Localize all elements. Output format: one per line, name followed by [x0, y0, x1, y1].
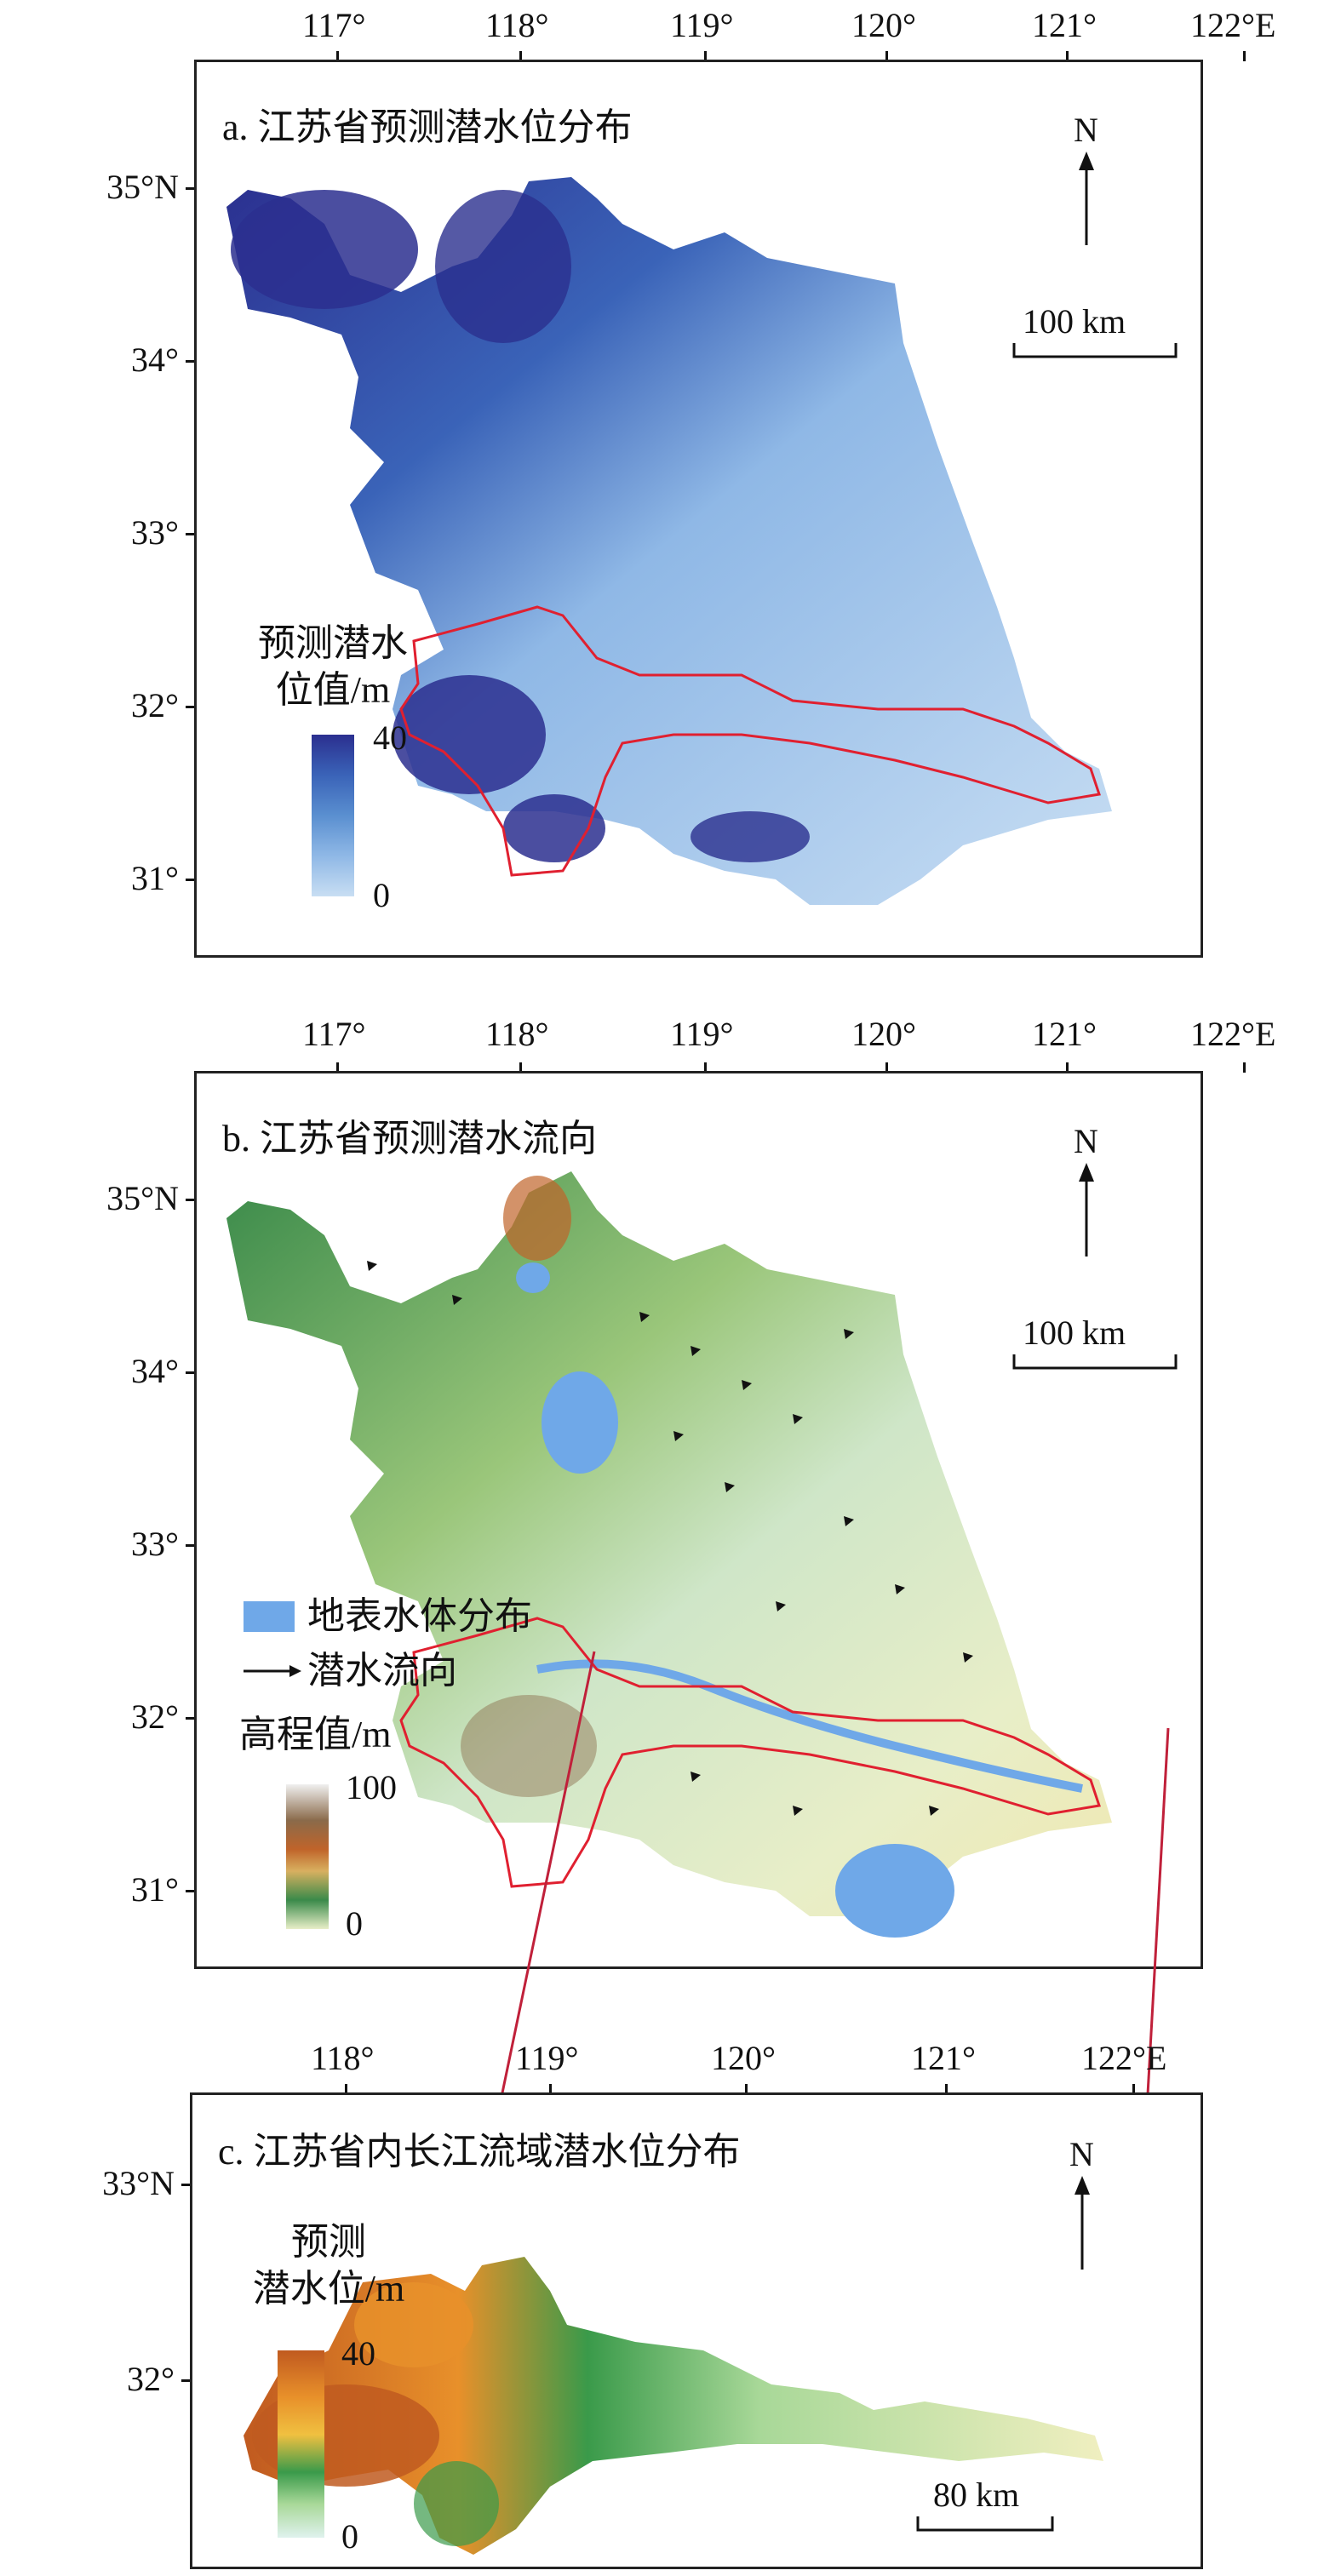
north-label: N: [1069, 2135, 1094, 2173]
lon-tick-label: 119°: [670, 6, 734, 44]
north-arrow-icon: [1079, 152, 1094, 245]
elevation-max: 100: [346, 1768, 397, 1806]
legend-max: 40: [373, 718, 407, 757]
scale-label: 80 km: [933, 2476, 1020, 2514]
lon-tick-label: 122°E: [1190, 6, 1276, 44]
lat-tick-label: 33°: [131, 513, 179, 552]
highland-zone: [461, 1695, 597, 1797]
lon-tick-label: 119°: [515, 2039, 579, 2077]
lon-tick-label: 118°: [311, 2039, 375, 2077]
lon-tick-label: 120°: [851, 6, 916, 44]
high-level-zone: [354, 2282, 473, 2367]
legend-min: 0: [373, 876, 390, 914]
flow-arrow-legend-icon: [244, 1665, 301, 1677]
lon-tick-label: 121°: [1032, 1015, 1097, 1053]
map-title: a. 江苏省预测潜水位分布: [222, 106, 633, 148]
lat-tick-label: 33°N: [102, 2164, 175, 2202]
map-title: b. 江苏省预测潜水流向: [222, 1118, 597, 1159]
low-level-zone: [435, 190, 571, 343]
scale-label: 100 km: [1023, 302, 1126, 341]
lon-tick-label: 121°: [1032, 6, 1097, 44]
north-arrow-icon: [1075, 2176, 1090, 2270]
flow-arrows: [367, 1261, 973, 1816]
yangtze-basin-boundary: [399, 605, 1101, 877]
lake-water-icon: [542, 1371, 618, 1474]
legend-title: 预测 潜水位/m: [252, 2221, 405, 2310]
map-frame-c: c. 江苏省内长江流域潜水位分布 N 80 km: [190, 2092, 1203, 2569]
legend-title: 预测潜水 位值/m: [258, 622, 408, 711]
north-label: N: [1074, 1122, 1098, 1160]
elevation-legend-title: 高程值/m: [239, 1714, 392, 1755]
lat-tick-label: 34°: [131, 1352, 179, 1390]
lon-tick-label: 120°: [711, 2039, 776, 2077]
high-level-zone: [414, 2461, 499, 2546]
lon-tick-label: 121°: [911, 2039, 976, 2077]
map-frame-b: b. 江苏省预测潜水流向: [194, 1071, 1203, 1969]
lat-tick-label: 31°: [131, 1870, 179, 1909]
lon-tick-label: 122°E: [1081, 2039, 1167, 2077]
lon-tick-label: 120°: [851, 1015, 916, 1053]
elevation-min: 0: [346, 1904, 363, 1943]
scale-bar: [916, 2516, 1054, 2532]
lake-water-icon: [516, 1262, 550, 1293]
lat-tick-label: 32°: [131, 1697, 179, 1736]
lon-tick-label: 118°: [485, 6, 549, 44]
scale-label: 100 km: [1023, 1314, 1126, 1352]
lat-tick-label: 32°: [127, 2360, 175, 2398]
lat-tick-label: 35°N: [106, 168, 179, 206]
lon-tick-label: 117°: [302, 1015, 366, 1053]
legend-colorbar: [312, 735, 354, 896]
scale-bar: [1012, 1354, 1178, 1370]
flow-legend-label: 潜水流向: [307, 1650, 457, 1692]
lon-tick-label: 117°: [302, 6, 366, 44]
jiangsu-province-shape: [226, 1171, 1112, 1916]
lat-tick-label: 33°: [131, 1525, 179, 1563]
lat-tick-label: 34°: [131, 341, 179, 379]
low-level-zone: [503, 794, 605, 862]
lon-tick-label: 118°: [485, 1015, 549, 1053]
lake-water-icon: [835, 1844, 954, 1938]
low-level-zone: [393, 675, 546, 794]
lat-tick-label: 32°: [131, 686, 179, 724]
water-legend-label: 地表水体分布: [307, 1595, 532, 1637]
low-level-zone: [691, 811, 810, 862]
jiangsu-groundwater-map: [226, 177, 1112, 905]
elevation-colorbar: [286, 1784, 329, 1929]
map-frame-a: a. 江苏省预测潜水位分布 N 100: [194, 60, 1203, 958]
legend-colorbar: [278, 2350, 324, 2538]
jiangsu-flow-map: [226, 1171, 1112, 1938]
scale-bar: [1012, 343, 1178, 358]
lon-tick-label: 119°: [670, 1015, 734, 1053]
north-label: N: [1074, 111, 1098, 149]
legend-min: 0: [341, 2517, 358, 2556]
highland-zone: [503, 1176, 571, 1261]
legend-max: 40: [341, 2334, 375, 2373]
low-level-zone: [231, 190, 418, 309]
map-title: c. 江苏省内长江流域潜水位分布: [218, 2131, 741, 2172]
lat-tick-label: 35°N: [106, 1179, 179, 1217]
lon-tick-label: 122°E: [1190, 1015, 1276, 1053]
water-swatch: [244, 1601, 295, 1632]
yangtze-river: [536, 1659, 1083, 1793]
lat-tick-label: 31°: [131, 859, 179, 897]
north-arrow-icon: [1079, 1163, 1094, 1257]
